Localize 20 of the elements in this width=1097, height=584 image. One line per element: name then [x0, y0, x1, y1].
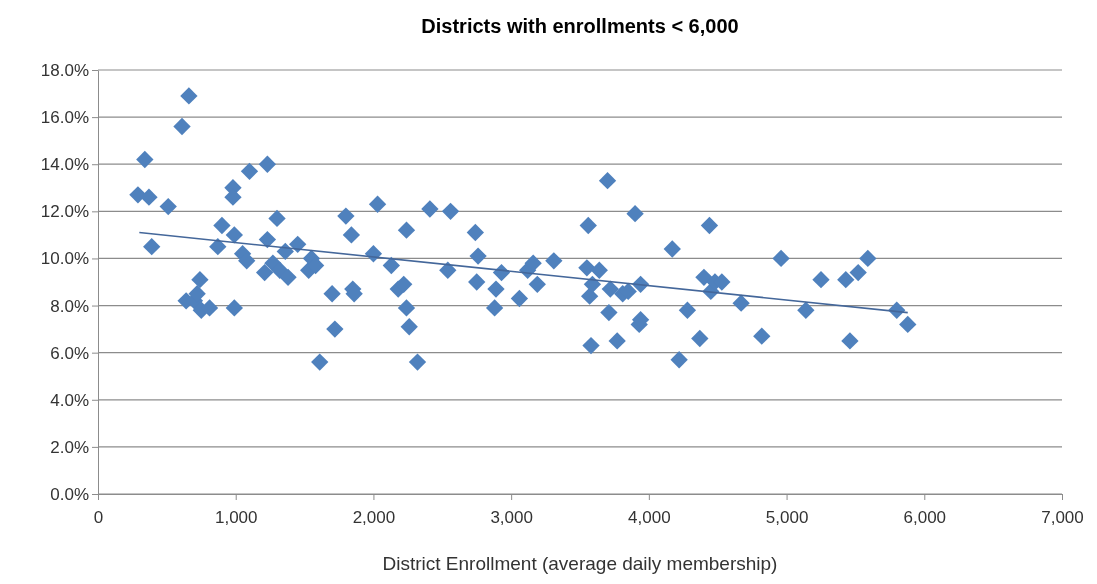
chart-title: Districts with enrollments < 6,000	[421, 15, 739, 37]
y-tick-label: 12.0%	[40, 202, 89, 222]
y-tick-label: 16.0%	[40, 108, 89, 128]
y-tick-label: 10.0%	[40, 249, 89, 269]
y-tick-label: 8.0%	[50, 296, 89, 316]
x-tick-label: 5,000	[765, 508, 809, 528]
x-axis-title: District Enrollment (average daily membership)	[382, 553, 778, 574]
x-tick-label: 0	[93, 508, 104, 528]
x-tick-label: 3,000	[490, 508, 533, 528]
x-tick-label: 2,000	[352, 508, 396, 528]
y-tick-label: 18.0%	[40, 60, 89, 80]
x-tick-label: 4,000	[628, 508, 671, 528]
y-tick-label: 14.0%	[40, 155, 89, 175]
y-tick-label: 2.0%	[50, 437, 89, 457]
x-tick-label: 1,000	[214, 508, 258, 528]
y-tick-label: 0.0%	[50, 484, 89, 504]
y-tick-label: 6.0%	[50, 343, 89, 363]
x-tick-label: 7,000	[1041, 508, 1084, 528]
y-tick-label: 4.0%	[50, 390, 89, 410]
x-tick-label: 6,000	[903, 508, 947, 528]
